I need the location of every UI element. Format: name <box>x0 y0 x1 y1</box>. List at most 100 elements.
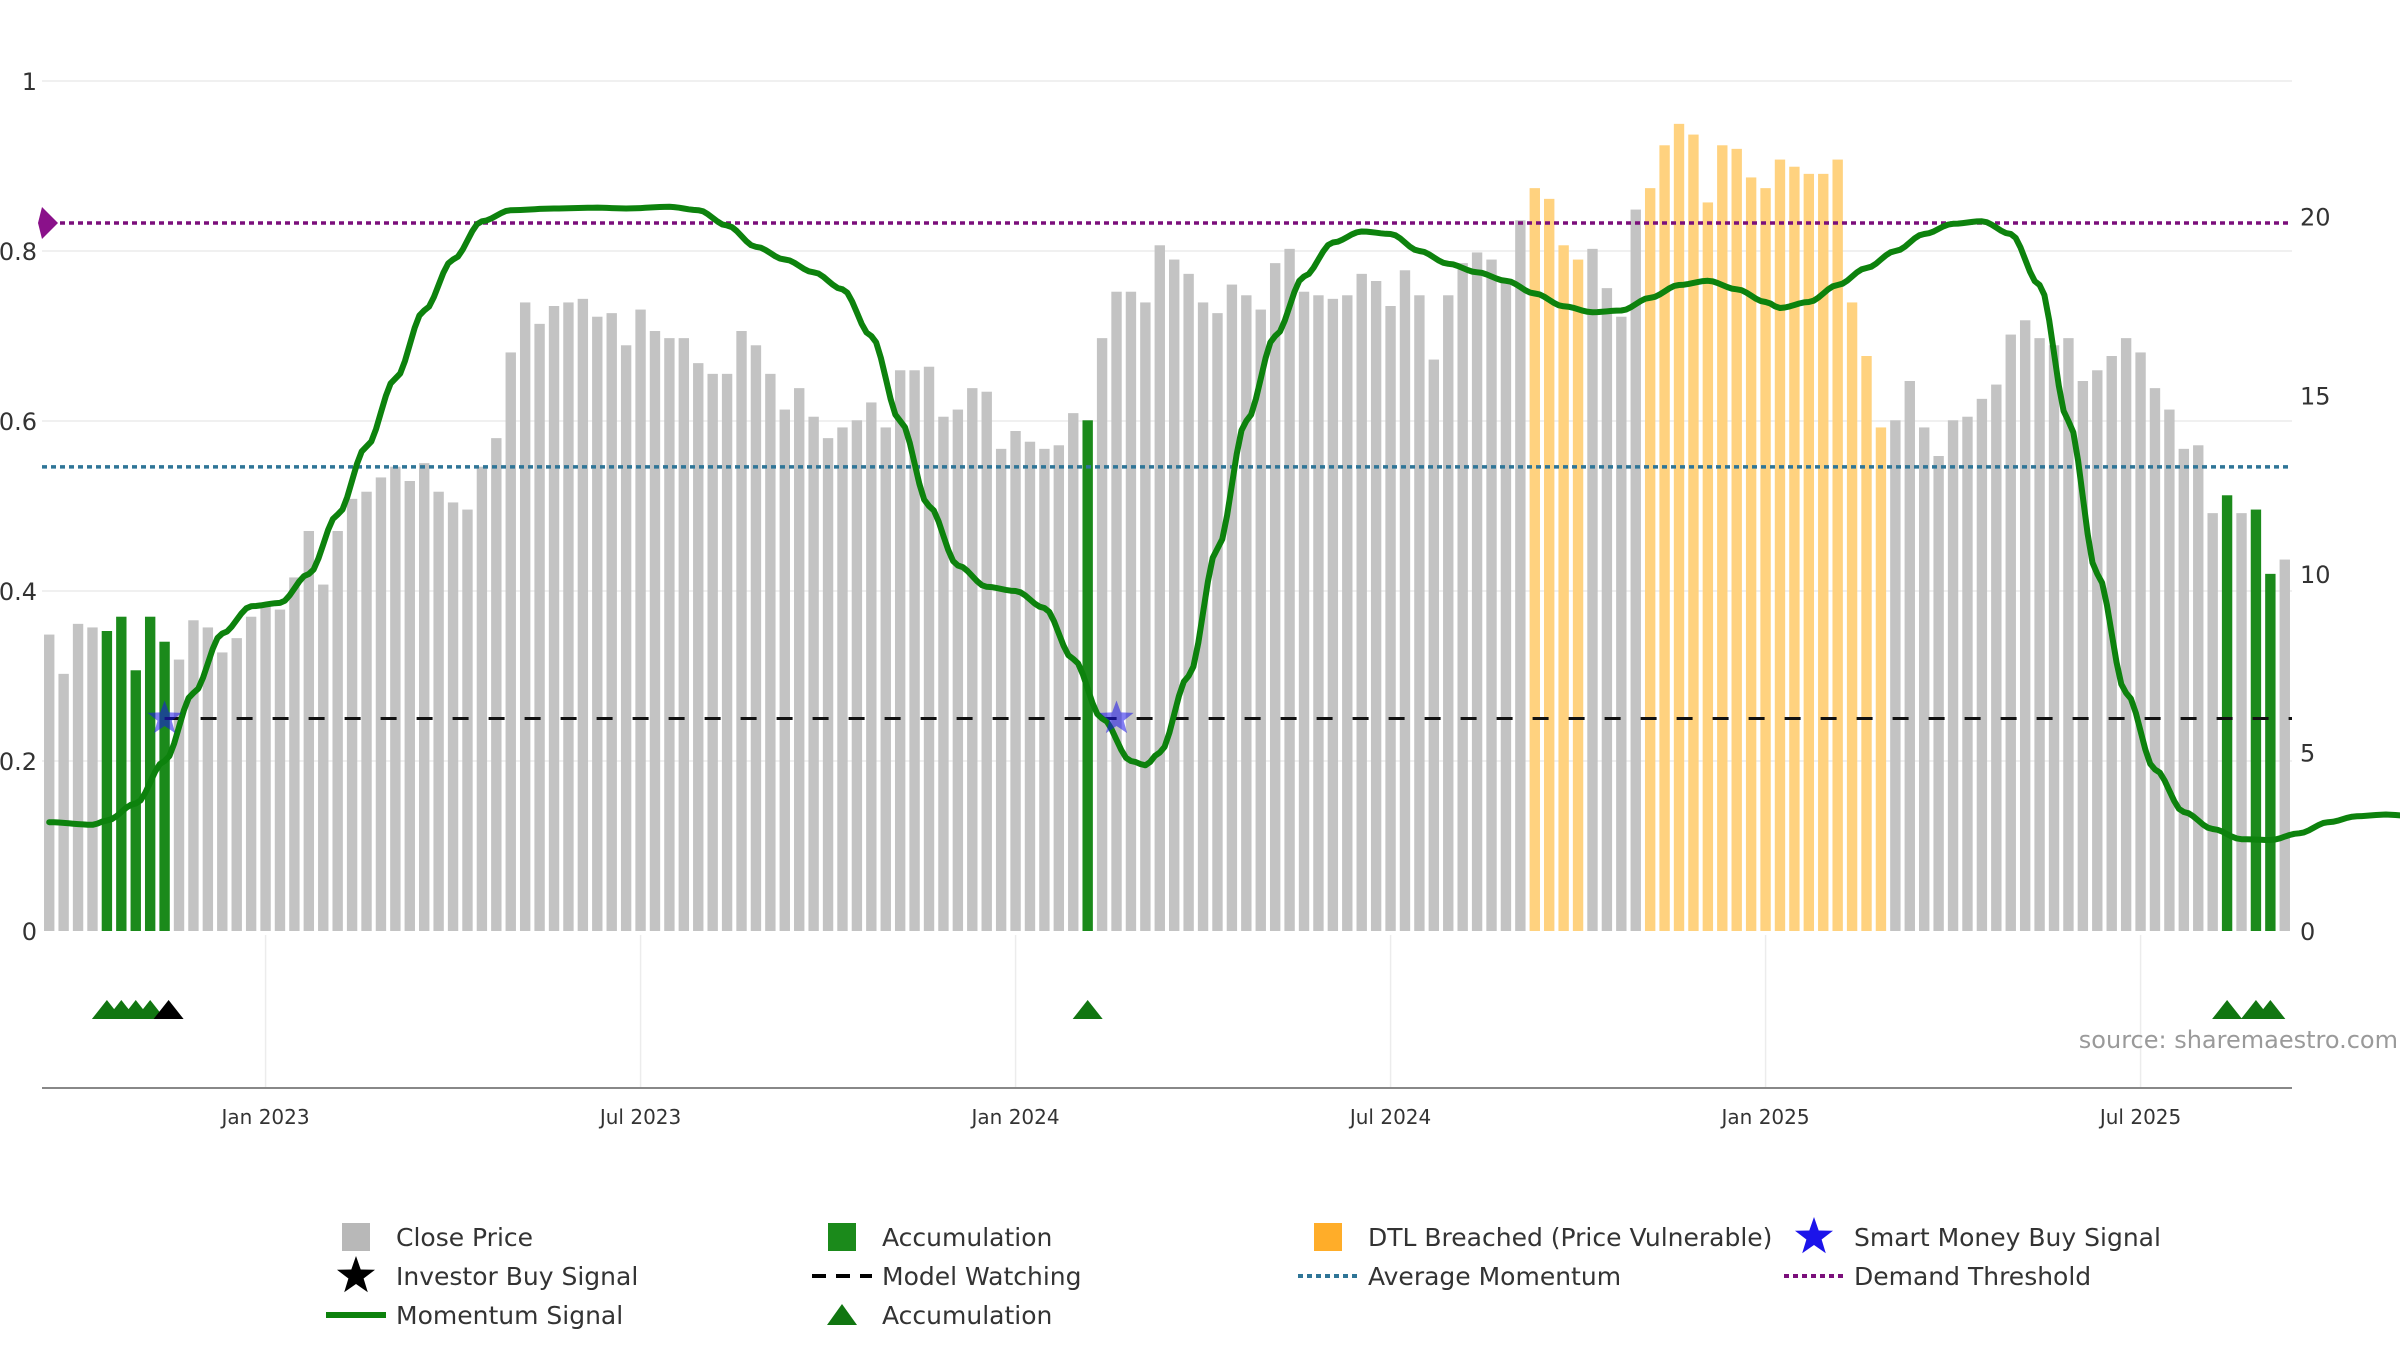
accumulation-triangle <box>2212 1000 2243 1019</box>
close-price-bar <box>2019 320 2031 931</box>
close-price-bar <box>649 331 661 931</box>
close-price-bar <box>2077 381 2089 931</box>
close-price-bar <box>1991 384 2002 931</box>
close-price-bar <box>1039 448 1050 931</box>
close-price-bar <box>462 509 473 931</box>
close-price-bar <box>1385 306 1396 931</box>
close-price-bar <box>2149 388 2161 931</box>
close-price-bar <box>44 634 55 931</box>
legend-item: Close Price <box>342 1223 533 1252</box>
accumulation-bar <box>116 616 127 931</box>
legend-star-icon <box>1795 1217 1833 1254</box>
demand-threshold-marker <box>38 206 58 239</box>
dtl-breached-bar <box>1644 188 1656 931</box>
legend-item: Demand Threshold <box>1784 1262 2091 1291</box>
accumulation-bar <box>2265 573 2276 931</box>
close-price-bar <box>1947 420 1959 931</box>
close-price-bars <box>44 123 2290 932</box>
accumulation-bar <box>159 641 170 931</box>
dtl-breached-bar <box>1572 259 1584 931</box>
legend-item: Smart Money Buy Signal <box>1795 1217 2161 1254</box>
close-price-bar <box>592 316 603 932</box>
close-price-bar <box>1370 281 1382 931</box>
legend-label: Average Momentum <box>1368 1262 1621 1291</box>
left-axis-tick-label: 0.2 <box>0 748 37 776</box>
signal-markers <box>91 700 2286 1019</box>
close-price-bar <box>808 416 819 932</box>
close-price-bar <box>2236 513 2247 931</box>
close-price-bar <box>231 638 242 931</box>
close-price-bar <box>1226 284 1238 931</box>
close-price-bar <box>1269 263 1281 931</box>
dtl-breached-bar <box>1760 188 1771 931</box>
close-price-bar <box>505 352 516 931</box>
close-price-bar <box>2193 445 2204 931</box>
close-price-bar <box>1313 295 1324 931</box>
right-axis-tick-label: 20 <box>2300 204 2331 232</box>
close-price-bar <box>2034 338 2045 931</box>
dtl-breached-bar <box>1544 198 1555 932</box>
close-price-bar <box>548 306 560 931</box>
accumulation-bar <box>101 631 113 931</box>
close-price-bar <box>1125 291 1137 932</box>
close-price-bar <box>2048 345 2060 931</box>
left-axis-tick-label: 1 <box>22 68 37 96</box>
close-price-bar <box>433 491 444 931</box>
right-axis-tick-label: 10 <box>2300 561 2331 589</box>
close-price-bar <box>1515 220 1526 932</box>
close-price-bar <box>217 652 228 931</box>
dtl-breached-bar <box>1745 177 1757 931</box>
close-price-bar <box>967 388 978 931</box>
close-price-bar <box>678 338 690 931</box>
close-price-bar <box>1976 398 1988 931</box>
accumulation-bar <box>1082 420 1093 931</box>
legend-item: Investor Buy Signal <box>337 1256 638 1293</box>
close-price-bar <box>1241 295 1252 931</box>
close-price-bar <box>1154 245 1165 932</box>
close-price-bar <box>880 427 891 931</box>
close-price-bar <box>664 338 675 931</box>
close-price-bar <box>909 370 920 931</box>
close-price-bar <box>274 609 286 931</box>
close-price-bar <box>1212 313 1223 931</box>
smart-money-star <box>1099 700 1134 734</box>
close-price-bar <box>404 481 415 931</box>
close-price-bar <box>476 466 488 931</box>
close-price-bar <box>419 463 430 931</box>
legend-label: Model Watching <box>882 1262 1082 1291</box>
close-price-bar <box>995 448 1007 931</box>
legend-triangle-icon <box>827 1304 857 1325</box>
close-price-bar <box>1053 445 1065 931</box>
momentum-line <box>46 203 2400 843</box>
close-price-bar <box>202 627 214 931</box>
dtl-breached-bar <box>1861 356 1872 931</box>
close-price-bar <box>620 345 632 931</box>
close-price-bar <box>1616 316 1627 932</box>
legend-swatch <box>1314 1223 1342 1251</box>
close-price-bar <box>577 298 589 931</box>
right-axis: 0 5 10 15 20 <box>2300 204 2331 946</box>
close-price-bar <box>1919 427 1930 931</box>
dtl-breached-bar <box>1717 145 1728 932</box>
legend-swatch <box>828 1223 856 1251</box>
close-price-bar <box>1933 456 1944 931</box>
close-price-bar <box>491 438 502 931</box>
accumulation-triangle <box>2255 1000 2286 1019</box>
close-price-bar <box>2063 338 2074 931</box>
dtl-breached-bar <box>1529 188 1540 931</box>
close-price-bar <box>245 616 257 931</box>
left-axis-tick-label: 0 <box>22 918 37 946</box>
close-price-bar <box>318 584 329 931</box>
close-price-bar <box>1500 281 1512 931</box>
legend-label: Momentum Signal <box>396 1301 623 1330</box>
close-price-bar <box>851 420 863 931</box>
close-price-bar <box>346 498 358 931</box>
close-price-bar <box>1068 413 1079 931</box>
close-price-bar <box>765 373 776 931</box>
dtl-breached-bar <box>1832 159 1843 931</box>
close-price-bar <box>1342 295 1353 931</box>
right-axis-tick-label: 0 <box>2300 918 2315 946</box>
close-price-bar <box>1183 273 1194 931</box>
left-axis-tick-label: 0.8 <box>0 238 37 266</box>
close-price-bar <box>1255 309 1266 931</box>
